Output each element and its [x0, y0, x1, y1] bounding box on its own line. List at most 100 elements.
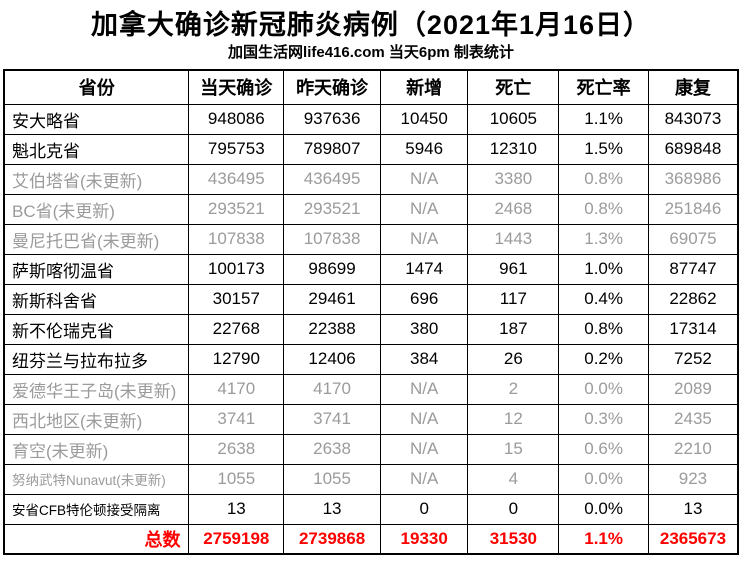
province-cell: 总数: [3, 523, 190, 555]
table-row: 西北地区(未更新) 3741 3741 N/A 12 0.3% 2435: [3, 403, 739, 435]
column-header-yesterday: 昨天确诊: [283, 69, 381, 105]
death-rate-cell: 0.4%: [558, 283, 649, 315]
page-title: 加拿大确诊新冠肺炎病例（2021年1月16日）: [90, 10, 652, 40]
column-header-province: 省份: [3, 69, 190, 105]
yesterday-confirmed-cell: 13: [283, 493, 381, 525]
today-confirmed-cell: 100173: [188, 253, 285, 285]
deaths-cell: 10605: [467, 103, 560, 135]
table-row: 新不伦瑞克省 22768 22388 380 187 0.8% 17314: [3, 313, 739, 345]
today-confirmed-cell: 3741: [188, 403, 285, 435]
yesterday-confirmed-cell: 29461: [283, 283, 381, 315]
today-confirmed-cell: 13: [188, 493, 285, 525]
table-row: 曼尼托巴省(未更新) 107838 107838 N/A 1443 1.3% 69075: [3, 223, 739, 255]
new-cases-cell: 1474: [379, 253, 469, 285]
province-cell: 曼尼托巴省(未更新): [3, 223, 190, 255]
today-confirmed-cell: 436495: [188, 163, 285, 195]
yesterday-confirmed-cell: 98699: [283, 253, 381, 285]
province-cell: 努纳武特Nunavut(未更新): [3, 463, 190, 495]
yesterday-confirmed-cell: 2739868: [283, 523, 381, 555]
today-confirmed-cell: 12790: [188, 343, 285, 375]
table-row: 努纳武特Nunavut(未更新) 1055 1055 N/A 4 0.0% 923: [3, 463, 739, 495]
province-cell: 新斯科舍省: [3, 283, 190, 315]
death-rate-cell: 0.6%: [558, 433, 649, 465]
page-subtitle: 加国生活网life416.com 当天6pm 制表统计: [228, 44, 514, 61]
recovered-cell: 7252: [647, 343, 739, 375]
table-row: 新斯科舍省 30157 29461 696 117 0.4% 22862: [3, 283, 739, 315]
recovered-cell: 17314: [647, 313, 739, 345]
deaths-cell: 961: [467, 253, 560, 285]
yesterday-confirmed-cell: 293521: [283, 193, 381, 225]
column-header-recovered: 康复: [647, 69, 739, 105]
deaths-cell: 187: [467, 313, 560, 345]
new-cases-cell: N/A: [379, 373, 469, 405]
deaths-cell: 12: [467, 403, 560, 435]
today-confirmed-cell: 2759198: [188, 523, 285, 555]
yesterday-confirmed-cell: 107838: [283, 223, 381, 255]
recovered-cell: 923: [647, 463, 739, 495]
today-confirmed-cell: 2638: [188, 433, 285, 465]
new-cases-cell: 5946: [379, 133, 469, 165]
province-cell: 艾伯塔省(未更新): [3, 163, 190, 195]
yesterday-confirmed-cell: 436495: [283, 163, 381, 195]
yesterday-confirmed-cell: 22388: [283, 313, 381, 345]
yesterday-confirmed-cell: 789807: [283, 133, 381, 165]
today-confirmed-cell: 30157: [188, 283, 285, 315]
recovered-cell: 251846: [647, 193, 739, 225]
column-header-new: 新增: [379, 69, 469, 105]
recovered-cell: 2089: [647, 373, 739, 405]
new-cases-cell: 380: [379, 313, 469, 345]
province-cell: 魁北克省: [3, 133, 190, 165]
recovered-cell: 2210: [647, 433, 739, 465]
recovered-cell: 13: [647, 493, 739, 525]
table-body: 安大略省 948086 937636 10450 10605 1.1% 843073 魁北克省…: [3, 103, 739, 555]
recovered-cell: 2365673: [647, 523, 739, 555]
deaths-cell: 2468: [467, 193, 560, 225]
table-row: 纽芬兰与拉布拉多 12790 12406 384 26 0.2% 7252: [3, 343, 739, 375]
province-cell: 安大略省: [3, 103, 190, 135]
death-rate-cell: 0.0%: [558, 493, 649, 525]
new-cases-cell: 0: [379, 493, 469, 525]
table-row: BC省(未更新) 293521 293521 N/A 2468 0.8% 251846: [3, 193, 739, 225]
death-rate-cell: 0.8%: [558, 163, 649, 195]
deaths-cell: 0: [467, 493, 560, 525]
new-cases-cell: N/A: [379, 463, 469, 495]
province-cell: 西北地区(未更新): [3, 403, 190, 435]
recovered-cell: 87747: [647, 253, 739, 285]
new-cases-cell: 19330: [379, 523, 469, 555]
column-header-death-rate: 死亡率: [558, 69, 649, 105]
death-rate-cell: 0.3%: [558, 403, 649, 435]
recovered-cell: 843073: [647, 103, 739, 135]
recovered-cell: 2435: [647, 403, 739, 435]
yesterday-confirmed-cell: 1055: [283, 463, 381, 495]
province-cell: 安省CFB特伦顿接受隔离: [3, 493, 190, 525]
deaths-cell: 1443: [467, 223, 560, 255]
new-cases-cell: N/A: [379, 193, 469, 225]
new-cases-cell: 10450: [379, 103, 469, 135]
table-header-row: 省份 当天确诊 昨天确诊 新增 死亡 死亡率 康复: [3, 69, 739, 105]
province-cell: 萨斯喀彻温省: [3, 253, 190, 285]
today-confirmed-cell: 948086: [188, 103, 285, 135]
deaths-cell: 4: [467, 463, 560, 495]
today-confirmed-cell: 107838: [188, 223, 285, 255]
table-row: 安省CFB特伦顿接受隔离 13 13 0 0 0.0% 13: [3, 493, 739, 525]
province-cell: 纽芬兰与拉布拉多: [3, 343, 190, 375]
death-rate-cell: 1.1%: [558, 103, 649, 135]
table-row: 艾伯塔省(未更新) 436495 436495 N/A 3380 0.8% 368986: [3, 163, 739, 195]
deaths-cell: 12310: [467, 133, 560, 165]
new-cases-cell: N/A: [379, 163, 469, 195]
new-cases-cell: N/A: [379, 223, 469, 255]
recovered-cell: 368986: [647, 163, 739, 195]
today-confirmed-cell: 22768: [188, 313, 285, 345]
recovered-cell: 69075: [647, 223, 739, 255]
yesterday-confirmed-cell: 4170: [283, 373, 381, 405]
death-rate-cell: 0.2%: [558, 343, 649, 375]
new-cases-cell: 384: [379, 343, 469, 375]
death-rate-cell: 0.0%: [558, 373, 649, 405]
death-rate-cell: 0.8%: [558, 193, 649, 225]
today-confirmed-cell: 4170: [188, 373, 285, 405]
death-rate-cell: 1.3%: [558, 223, 649, 255]
new-cases-cell: N/A: [379, 433, 469, 465]
province-cell: 新不伦瑞克省: [3, 313, 190, 345]
table-row: 魁北克省 795753 789807 5946 12310 1.5% 689848: [3, 133, 739, 165]
